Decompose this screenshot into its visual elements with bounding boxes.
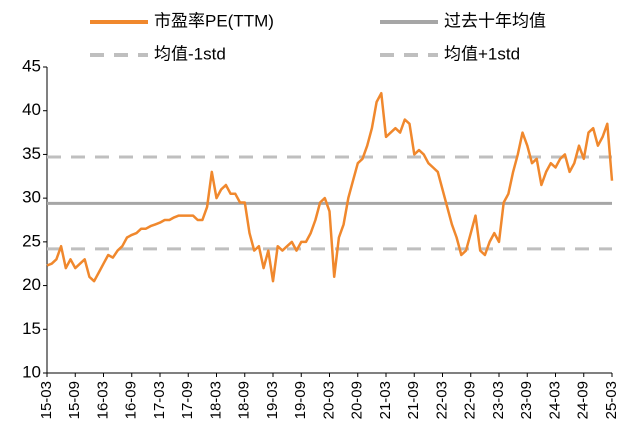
x-tick-label: 18-09	[236, 381, 253, 419]
x-tick-label: 17-09	[179, 381, 196, 419]
x-tick-label: 18-03	[207, 381, 224, 419]
y-tick-label: 40	[22, 100, 41, 119]
y-tick-label: 30	[22, 188, 41, 207]
y-tick-label: 10	[22, 362, 41, 381]
legend-label: 均值+1std	[444, 44, 520, 63]
x-tick-label: 21-03	[377, 381, 394, 419]
x-tick-label: 19-09	[292, 381, 309, 419]
x-tick-label: 16-09	[123, 381, 140, 419]
y-tick-label: 35	[22, 144, 41, 163]
x-tick-label: 15-03	[38, 381, 55, 419]
series-line	[46, 91, 614, 283]
x-tick-label: 22-09	[462, 381, 479, 419]
x-tick-label: 20-09	[349, 381, 366, 419]
legend-label: 市盈率PE(TTM)	[154, 11, 274, 30]
x-tick-label: 21-09	[405, 381, 422, 419]
x-tick-label: 19-03	[264, 381, 281, 419]
x-tick-label: 24-09	[575, 381, 592, 419]
x-tick-label: 24-03	[546, 381, 563, 419]
x-tick-label: 17-03	[151, 381, 168, 419]
legend-label: 过去十年均值	[444, 11, 546, 30]
y-tick-label: 25	[22, 231, 41, 250]
legend-label: 均值-1std	[154, 44, 226, 63]
y-tick-label: 15	[22, 319, 41, 338]
x-tick-label: 15-09	[66, 381, 83, 419]
x-tick-label: 23-09	[518, 381, 535, 419]
x-tick-label: 23-03	[490, 381, 507, 419]
x-tick-label: 25-03	[603, 381, 620, 419]
x-tick-label: 22-03	[433, 381, 450, 419]
y-tick-label: 20	[22, 275, 41, 294]
x-tick-label: 20-03	[320, 381, 337, 419]
x-tick-label: 16-03	[94, 381, 111, 419]
y-tick-label: 45	[22, 56, 41, 75]
